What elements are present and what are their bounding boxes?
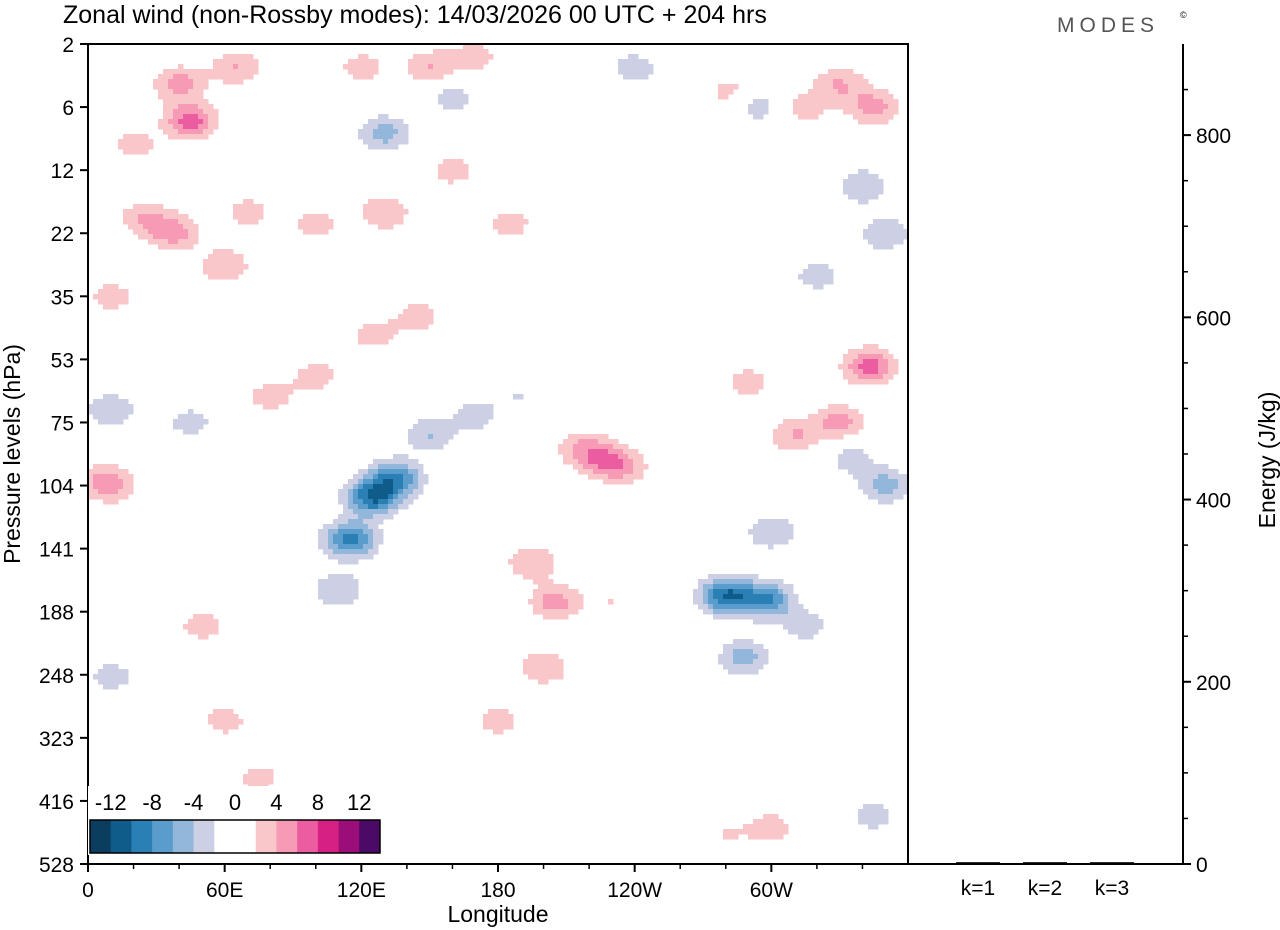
- colorbar-tick-label: 0: [229, 790, 241, 815]
- y-tick-label: 35: [51, 286, 74, 309]
- energy-tick-label: 200: [1196, 672, 1231, 695]
- y-tick-label: 12: [51, 160, 74, 183]
- y-tick-label: 104: [39, 476, 74, 499]
- y-tick-label: 75: [51, 412, 74, 435]
- colorbar-segment: [152, 820, 174, 853]
- x-tick-label: 180: [480, 879, 515, 902]
- contour-field: [88, 44, 908, 840]
- colorbar-tick-label: -8: [142, 790, 162, 815]
- colorbar-segment: [131, 820, 153, 853]
- y-tick-label: 2: [62, 34, 74, 57]
- energy-tick-label: 800: [1196, 125, 1231, 148]
- colorbar-tick-label: 12: [347, 790, 371, 815]
- colorbar-segment: [214, 820, 236, 853]
- y-axis: 2 6 12 22 35 53 75 104 141 188 248 323 416 528: [39, 34, 88, 877]
- colorbar-segment: [297, 820, 319, 853]
- colorbar-tick-label: 4: [270, 790, 282, 815]
- colorbar-tick-label: 8: [312, 790, 324, 815]
- x-axis-label: Longitude: [447, 901, 548, 927]
- energy-axis-label: Energy (J/kg): [1254, 392, 1280, 529]
- y-tick-label: 53: [51, 349, 74, 372]
- plot-frame: [87, 43, 909, 865]
- brand-logo: MODES: [1057, 14, 1159, 37]
- y-tick-label: 248: [39, 665, 74, 688]
- brand-copyright-mark: ©: [1180, 10, 1187, 20]
- energy-category-label: k=2: [1028, 877, 1062, 900]
- chart-title: Zonal wind (non-Rossby modes): 14/03/202…: [63, 1, 767, 29]
- x-tick-label: 60E: [206, 879, 243, 902]
- energy-bar: [956, 862, 1000, 864]
- colorbar: -12 -8 -4 0 4 8 12: [88, 786, 382, 855]
- colorbar-segment: [235, 820, 257, 853]
- y-tick-label: 141: [39, 539, 74, 562]
- field-cells: [88, 44, 908, 840]
- x-tick-label: 60W: [750, 879, 793, 902]
- y-tick-label: 323: [39, 728, 74, 751]
- x-axis: 0 60E 120E 180 120W 60W: [82, 864, 864, 902]
- colorbar-segment: [110, 820, 132, 853]
- colorbar-segment: [90, 820, 112, 853]
- colorbar-segment: [317, 820, 339, 853]
- y-tick-label: 188: [39, 602, 74, 625]
- x-tick-label: 120W: [607, 879, 662, 902]
- energy-category-label: k=3: [1095, 877, 1129, 900]
- y-axis-label: Pressure levels (hPa): [0, 344, 25, 564]
- energy-tick-label: 400: [1196, 490, 1231, 513]
- x-tick-label: 0: [82, 879, 94, 902]
- energy-bar: [1023, 862, 1067, 864]
- y-tick-label: 6: [62, 97, 74, 120]
- energy-tick-label: 600: [1196, 307, 1231, 330]
- colorbar-segment: [276, 820, 298, 853]
- colorbar-segment: [359, 820, 381, 853]
- energy-tick-label: 0: [1196, 854, 1208, 877]
- x-tick-label: 120E: [337, 879, 386, 902]
- y-tick-label: 22: [51, 223, 74, 246]
- energy-category-label: k=1: [961, 877, 995, 900]
- colorbar-tick-label: -12: [95, 790, 127, 815]
- energy-axis: 0 200 400 600 800: [1183, 88, 1231, 877]
- colorbar-segment: [172, 820, 194, 853]
- colorbar-segment: [255, 820, 277, 853]
- y-tick-label: 416: [39, 791, 74, 814]
- colorbar-segment: [338, 820, 360, 853]
- colorbar-segment: [193, 820, 215, 853]
- energy-bars: k=1 k=2 k=3: [956, 862, 1134, 900]
- colorbar-tick-label: -4: [184, 790, 204, 815]
- colorbar-frame: [89, 819, 381, 854]
- energy-bar: [1090, 862, 1134, 864]
- y-tick-label: 528: [39, 854, 74, 877]
